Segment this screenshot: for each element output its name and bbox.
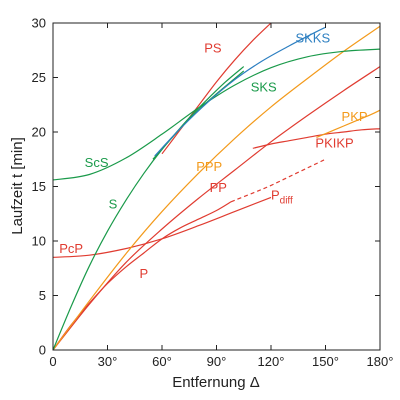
series-pdiff-line [230, 158, 326, 203]
y-axis-title: Laufzeit t [min] [9, 137, 26, 235]
y-tick-label: 10 [32, 234, 46, 249]
x-tick-label: 180° [367, 354, 394, 369]
series-pcp-line [52, 196, 272, 258]
y-tick-label: 5 [39, 288, 46, 303]
x-tick-label: 90° [207, 354, 227, 369]
curve-label-scs: ScS [85, 155, 109, 170]
curve-label-ps: PS [204, 40, 222, 55]
curve-label-p: P [139, 266, 148, 281]
curve-label-ppp: PPP [196, 159, 222, 174]
series-pp-line [52, 66, 381, 351]
x-tick-label: 60° [152, 354, 172, 369]
x-tick-label: 120° [258, 354, 285, 369]
x-tick-label: 150° [312, 354, 339, 369]
curve-label-pp: PP [210, 180, 227, 195]
curve-label-pcp: PcP [59, 241, 83, 256]
curve-label-pkikp: PKIKP [315, 135, 353, 150]
y-tick-label: 25 [32, 70, 46, 85]
x-axis-title: Entfernung Δ [172, 374, 260, 391]
series-pkp-line [316, 109, 381, 139]
curve-label-pkp: PKP [342, 109, 368, 124]
y-tick-label: 0 [39, 343, 46, 358]
series-s-line [52, 70, 245, 351]
series-skks-line [154, 26, 326, 157]
series-ps-line [161, 22, 272, 155]
y-tick-label: 15 [32, 179, 46, 194]
curve-label-pdiff: Pdiff [271, 188, 293, 207]
y-tick-label: 30 [32, 16, 46, 31]
x-tick-label: 0 [49, 354, 56, 369]
curve-label-s: S [109, 196, 118, 211]
x-tick-label: 30° [98, 354, 118, 369]
labels-layer: PS SKKS SKS ScS PPP PKP PKIKP S PP Pdiff PcP P [59, 31, 367, 281]
curve-label-skks: SKKS [295, 31, 330, 46]
series-p-line [52, 201, 232, 351]
curves-layer [52, 22, 381, 351]
y-tick-label: 20 [32, 125, 46, 140]
series-pkikp-line [252, 128, 381, 149]
series-scs-line [52, 48, 381, 181]
curve-label-sks: SKS [251, 80, 277, 95]
axes-layer: 0 30° 60° 90° 120° 150° 180° 0 5 10 15 20 25 30 [32, 16, 394, 370]
series-ppp-line [52, 25, 381, 351]
series-sks-line [152, 66, 245, 160]
